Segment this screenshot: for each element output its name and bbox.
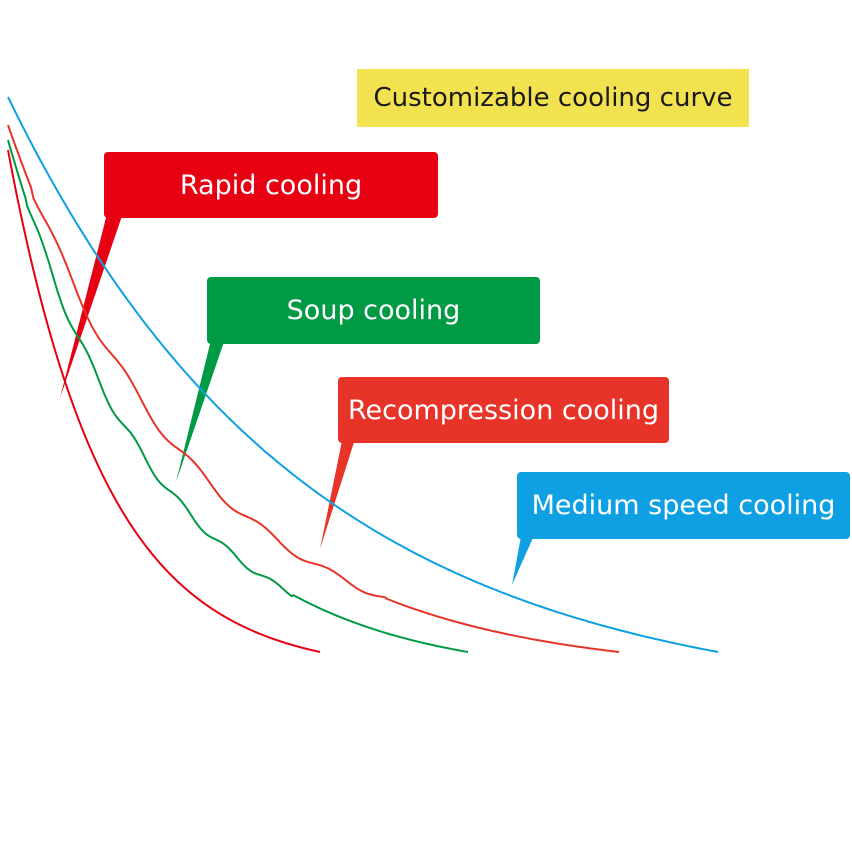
medium-callout-pointer (512, 531, 536, 585)
soup-cooling-curve (7, 139, 469, 653)
rapid-cooling-label: Rapid cooling (104, 152, 438, 218)
medium-speed-cooling-curve (7, 96, 719, 653)
rapid-callout-pointer (60, 210, 124, 398)
recompression-callout-pointer (320, 436, 356, 549)
medium-speed-cooling-label: Medium speed cooling (517, 472, 850, 539)
soup-cooling-label: Soup cooling (207, 277, 540, 344)
diagram-title: Customizable cooling curve (357, 69, 749, 127)
rapid-cooling-curve (7, 149, 321, 653)
soup-callout-pointer (176, 336, 226, 482)
recompression-cooling-label: Recompression cooling (338, 377, 669, 443)
recompression-cooling-curve (7, 124, 620, 653)
